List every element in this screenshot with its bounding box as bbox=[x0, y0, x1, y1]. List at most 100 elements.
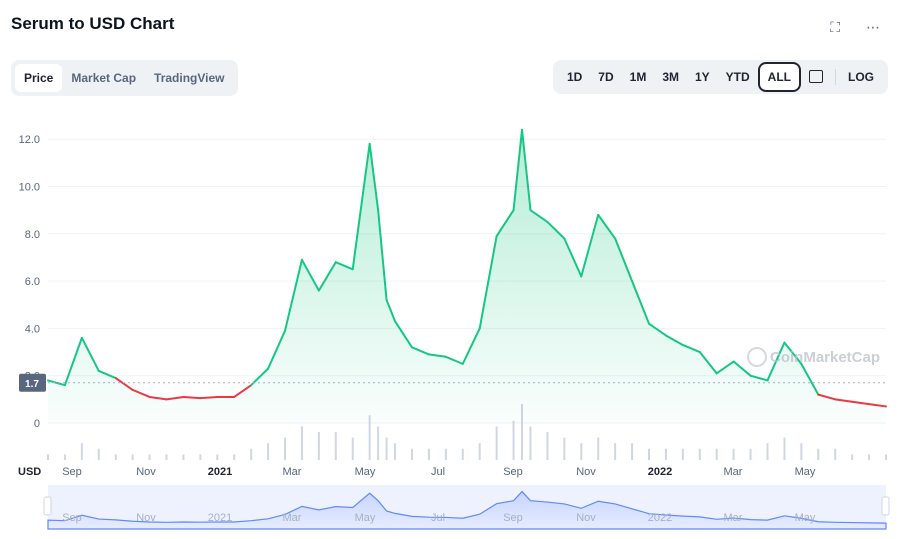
x-tick-label: May bbox=[355, 466, 376, 478]
price-line-segment bbox=[614, 237, 634, 283]
volume-bar bbox=[385, 437, 388, 460]
x-tick-label: Mar bbox=[724, 466, 743, 478]
volume-bar bbox=[377, 426, 380, 460]
volume-bar bbox=[165, 454, 168, 460]
price-line-segment bbox=[766, 341, 786, 382]
volume-bar bbox=[681, 448, 684, 460]
volume-bar bbox=[563, 437, 566, 460]
calendar-icon bbox=[809, 70, 823, 83]
x-axis: Sep Nov 2021 Mar May Jul Sep Nov 2022 Mar May bbox=[62, 466, 816, 478]
coinmarketcap-watermark: CoinMarketCap bbox=[747, 347, 880, 367]
price-line-segment bbox=[664, 334, 684, 346]
price-line-segment bbox=[715, 360, 735, 375]
volume-bar bbox=[317, 432, 320, 460]
volume-bars bbox=[47, 404, 887, 460]
volume-bar bbox=[233, 454, 236, 460]
price-line-segment bbox=[834, 398, 854, 403]
range-7d-button[interactable]: 7D bbox=[598, 70, 614, 84]
price-line-segment bbox=[749, 374, 769, 382]
price-line-segment bbox=[97, 369, 117, 380]
tab-price[interactable]: Price bbox=[15, 64, 63, 92]
volume-bar bbox=[647, 448, 650, 460]
volume-bar bbox=[368, 415, 371, 460]
price-line-segment bbox=[148, 395, 168, 401]
range-1y-button[interactable]: 1Y bbox=[694, 70, 710, 84]
range-ytd-button[interactable]: YTD bbox=[725, 70, 750, 84]
volume-bar bbox=[427, 448, 430, 460]
price-line-segment bbox=[461, 327, 481, 365]
x-tick-label: Jul bbox=[431, 466, 445, 478]
navigator-right-handle[interactable] bbox=[881, 496, 890, 516]
x-tick-label: Sep bbox=[62, 466, 82, 478]
time-range-selector: 1D 7D 1M 3M 1Y YTD ALL LOG bbox=[552, 60, 888, 94]
price-line-segment bbox=[444, 355, 464, 365]
volume-bar bbox=[512, 420, 515, 460]
navigator-tick-label: 2021 bbox=[208, 512, 232, 524]
price-line-segment bbox=[284, 258, 303, 332]
volume-bar bbox=[749, 448, 752, 460]
volume-bar bbox=[478, 443, 481, 460]
more-icon[interactable]: ⋯ bbox=[866, 19, 880, 35]
price-line-segment bbox=[267, 329, 287, 370]
volume-bar bbox=[817, 448, 820, 460]
volume-bar bbox=[199, 454, 202, 460]
navigator-tick-label: May bbox=[355, 512, 376, 524]
navigator-tick-label: Mar bbox=[724, 512, 743, 524]
log-scale-button[interactable]: LOG bbox=[848, 70, 874, 84]
volume-bar bbox=[410, 448, 413, 460]
price-line-segment bbox=[199, 395, 219, 400]
range-1m-button[interactable]: 1M bbox=[629, 70, 647, 84]
volume-bar bbox=[148, 454, 151, 460]
price-line-segment bbox=[783, 341, 803, 365]
price-line-segment bbox=[478, 235, 498, 330]
price-line-segment bbox=[410, 346, 430, 356]
volume-bar bbox=[783, 437, 786, 460]
price-line-segment bbox=[732, 360, 752, 377]
navigator-left-handle[interactable] bbox=[43, 496, 52, 516]
navigator-tick-label: 2022 bbox=[648, 512, 672, 524]
range-all-button[interactable]: ALL bbox=[757, 62, 801, 92]
navigator-tick-label: Nov bbox=[136, 512, 156, 524]
x-tick-label: Nov bbox=[136, 466, 156, 478]
volume-bar bbox=[97, 448, 100, 460]
price-line-segment bbox=[521, 128, 532, 212]
price-line-segment bbox=[817, 393, 837, 401]
volume-bar bbox=[216, 454, 219, 460]
fullscreen-icon[interactable]: ⛶ bbox=[830, 19, 840, 35]
price-line bbox=[47, 128, 887, 408]
y-tick-label: 0 bbox=[34, 418, 40, 430]
currency-label: USD bbox=[18, 466, 41, 478]
volume-bar bbox=[284, 437, 287, 460]
volume-bar bbox=[182, 454, 185, 460]
price-line-segment bbox=[63, 336, 83, 387]
volume-bar bbox=[664, 448, 667, 460]
volume-bar bbox=[715, 448, 718, 460]
volume-bar bbox=[885, 454, 887, 460]
coinmarketcap-logo-icon bbox=[747, 347, 767, 367]
navigator-tick-label: Nov bbox=[576, 512, 596, 524]
price-line-segment bbox=[47, 379, 66, 387]
price-line-segment bbox=[868, 403, 887, 408]
range-navigator[interactable]: Sep Nov 2021 Mar May Jul Sep Nov 2022 Mar May bbox=[43, 485, 890, 530]
range-1d-button[interactable]: 1D bbox=[566, 70, 583, 84]
page-title: Serum to USD Chart bbox=[11, 14, 175, 33]
price-line-segment bbox=[80, 336, 100, 372]
price-line-segment bbox=[131, 388, 151, 398]
volume-bar bbox=[614, 443, 617, 460]
volume-bar bbox=[300, 426, 303, 460]
y-tick-label: 4.0 bbox=[25, 323, 40, 335]
calendar-button[interactable] bbox=[801, 63, 831, 91]
x-tick-label: 2022 bbox=[648, 466, 672, 478]
volume-bar bbox=[546, 432, 549, 460]
tab-tradingview[interactable]: TradingView bbox=[154, 71, 225, 85]
price-line-segment bbox=[529, 209, 549, 223]
price-line-segment bbox=[597, 213, 617, 240]
tab-market-cap[interactable]: Market Cap bbox=[71, 71, 137, 85]
price-line-segment bbox=[851, 400, 871, 406]
volume-bar bbox=[80, 443, 83, 460]
volume-bar bbox=[698, 448, 701, 460]
volume-bar bbox=[47, 454, 49, 460]
volume-bar bbox=[394, 443, 397, 460]
range-3m-button[interactable]: 3M bbox=[662, 70, 679, 84]
